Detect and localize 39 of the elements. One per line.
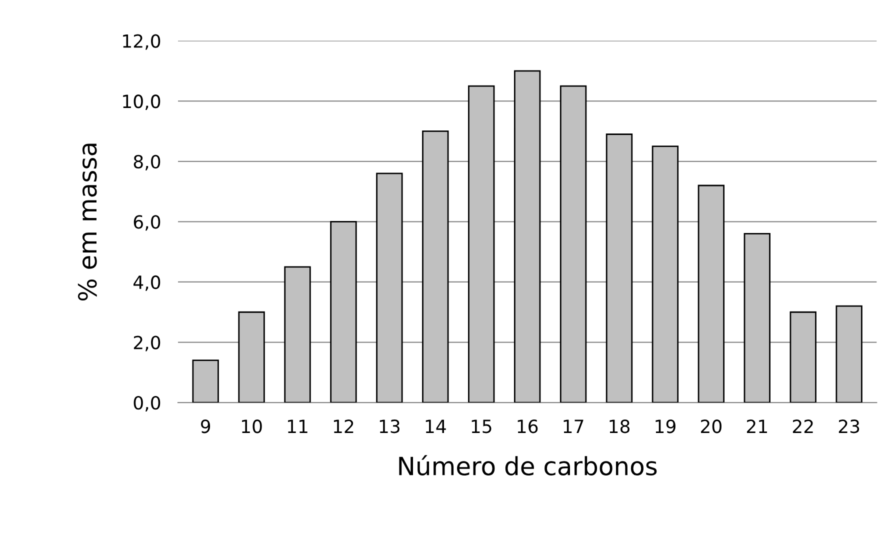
x-tick-label: 12 [334,420,354,433]
x-tick-label: 14 [426,420,446,433]
x-tick-label: 13 [380,420,400,434]
x-tick-label: 15 [472,420,492,434]
y-axis-title: % em massa [78,144,97,301]
x-tick-label: 19 [656,420,676,434]
bar [790,311,816,403]
y-tick-label: 12,0 [123,34,160,50]
bar [836,305,862,403]
bar [652,146,679,403]
y-tick-label: 10,0 [123,94,160,110]
y-tick-label: 2,0 [134,336,160,352]
bar [468,85,495,403]
x-tick-label: 9 [200,420,210,434]
x-axis-title: Número de carbonos [399,455,657,476]
bar [560,85,587,403]
x-tick-label: 23 [838,420,860,434]
x-tick-label: 22 [792,420,813,433]
bar [514,70,541,403]
bar [744,233,770,403]
x-tick-label: 10 [242,420,262,434]
y-tick-label: 4,0 [134,275,160,291]
y-tick-label: 6,0 [134,215,160,231]
y-tick-label: 0,0 [134,396,160,412]
x-tick-label: 17 [564,420,584,433]
x-tick-label: 20 [701,420,722,434]
bar [192,360,219,403]
bar [606,134,633,403]
x-tick-label: 18 [610,420,630,434]
bar [376,172,403,403]
bar [422,130,449,403]
x-tick-label: 16 [518,420,538,434]
x-tick-label: 21 [746,420,767,433]
y-tick-label: 8,0 [134,154,160,170]
bar [284,266,311,403]
bar [330,220,357,403]
x-tick-label: 11 [288,420,308,433]
bar [698,184,725,403]
bar [238,311,265,403]
